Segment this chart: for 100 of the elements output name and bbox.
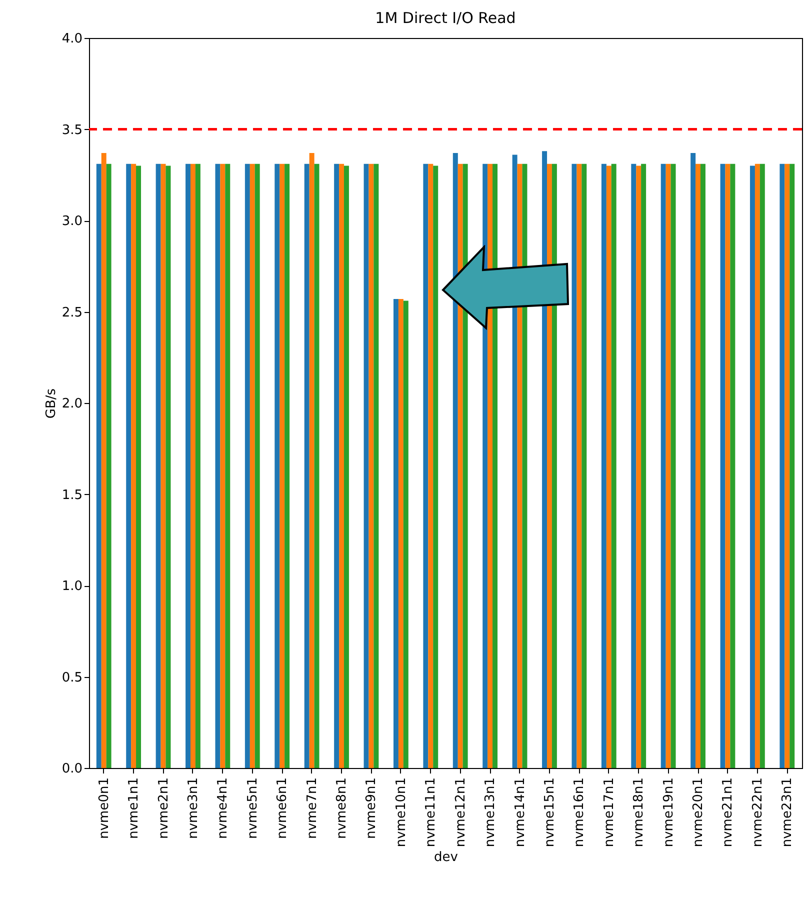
bar xyxy=(631,164,636,768)
bar xyxy=(344,166,349,768)
bar xyxy=(364,164,369,768)
x-tick-label: nvme21n1 xyxy=(720,778,736,848)
bar xyxy=(601,164,606,768)
y-axis-title: GB/s xyxy=(44,388,59,419)
bar xyxy=(488,164,493,768)
bar xyxy=(790,164,795,768)
bar xyxy=(339,164,344,768)
bar xyxy=(314,164,320,768)
bar xyxy=(754,164,760,768)
bar xyxy=(393,298,398,768)
bar xyxy=(225,164,230,768)
y-tick-label: 4.0 xyxy=(62,32,82,46)
bar xyxy=(96,164,102,768)
x-tick-label: nvme8n1 xyxy=(334,778,350,839)
bar xyxy=(274,164,280,768)
bar xyxy=(730,164,736,768)
bar xyxy=(398,298,404,768)
bar xyxy=(582,164,587,768)
bar xyxy=(403,300,408,768)
x-tick-label: nvme22n1 xyxy=(750,778,766,848)
bar xyxy=(334,164,340,768)
bar xyxy=(186,164,191,768)
bar xyxy=(760,164,765,768)
bar xyxy=(522,164,528,768)
bar xyxy=(611,164,616,768)
y-tick-label: 3.0 xyxy=(62,214,82,229)
x-tick-label: nvme12n1 xyxy=(453,778,468,848)
bar xyxy=(160,164,166,768)
x-tick-label: nvme4n1 xyxy=(216,778,231,839)
bar xyxy=(284,164,290,768)
x-tick-label: nvme5n1 xyxy=(245,778,260,839)
bar xyxy=(106,164,112,768)
bar xyxy=(428,164,434,768)
bar xyxy=(784,164,790,768)
bar xyxy=(666,164,671,768)
chart-title: 1M Direct I/O Read xyxy=(375,9,516,27)
y-tick-label: 0.0 xyxy=(62,762,82,776)
bar xyxy=(166,166,171,768)
x-tick-label: nvme15n1 xyxy=(542,778,558,848)
bar xyxy=(462,164,468,768)
bar xyxy=(280,164,285,768)
x-tick-label: nvme19n1 xyxy=(661,778,676,848)
x-tick-label: nvme7n1 xyxy=(304,778,320,839)
x-tick-label: nvme18n1 xyxy=(632,778,647,848)
bar xyxy=(690,152,696,768)
x-tick-label: nvme20n1 xyxy=(691,778,706,848)
x-tick-label: nvme11n1 xyxy=(424,778,439,848)
y-tick-label: 2.0 xyxy=(62,396,82,412)
x-axis-title: dev xyxy=(434,850,458,866)
x-tick-label: nvme9n1 xyxy=(364,778,380,839)
bar xyxy=(131,164,136,768)
bar xyxy=(780,164,785,768)
bar xyxy=(368,164,374,768)
bar xyxy=(136,166,142,768)
bar xyxy=(700,164,706,768)
bar xyxy=(190,164,196,768)
bar xyxy=(374,164,379,768)
bar xyxy=(304,164,310,768)
bar xyxy=(101,152,106,768)
y-tick-label: 1.0 xyxy=(62,579,82,594)
bar xyxy=(576,164,582,768)
bar xyxy=(512,154,518,768)
bar xyxy=(492,164,498,768)
x-tick-label: nvme3n1 xyxy=(186,778,201,839)
x-tick-label: nvme10n1 xyxy=(394,778,409,848)
bar xyxy=(750,166,755,768)
bar xyxy=(725,164,730,768)
bar xyxy=(309,152,314,768)
bar xyxy=(215,164,220,768)
bar xyxy=(572,164,577,768)
y-tick-label: 0.5 xyxy=(62,670,82,686)
bar xyxy=(546,164,552,768)
bar xyxy=(220,164,226,768)
y-tick-label: 1.5 xyxy=(62,488,82,503)
bar xyxy=(423,164,428,768)
bar xyxy=(244,164,250,768)
bar xyxy=(542,151,548,768)
x-tick-label: nvme2n1 xyxy=(156,778,172,839)
x-tick-label: nvme1n1 xyxy=(126,778,142,839)
bar xyxy=(720,164,726,768)
x-tick-label: nvme23n1 xyxy=(780,778,796,848)
bar xyxy=(195,164,200,768)
bar xyxy=(433,166,438,768)
bar xyxy=(660,164,666,768)
bar xyxy=(458,164,463,768)
bar xyxy=(696,164,701,768)
bar xyxy=(670,164,676,768)
x-tick-label: nvme16n1 xyxy=(572,778,588,848)
x-tick-label: nvme6n1 xyxy=(275,778,290,839)
bar xyxy=(452,152,458,768)
bar xyxy=(606,166,612,768)
bar xyxy=(641,164,646,768)
bar xyxy=(250,164,255,768)
bar xyxy=(156,164,161,768)
bar xyxy=(126,164,132,768)
x-tick-label: nvme14n1 xyxy=(512,778,528,848)
x-tick-label: nvme0n1 xyxy=(96,778,112,839)
bar xyxy=(552,164,557,768)
